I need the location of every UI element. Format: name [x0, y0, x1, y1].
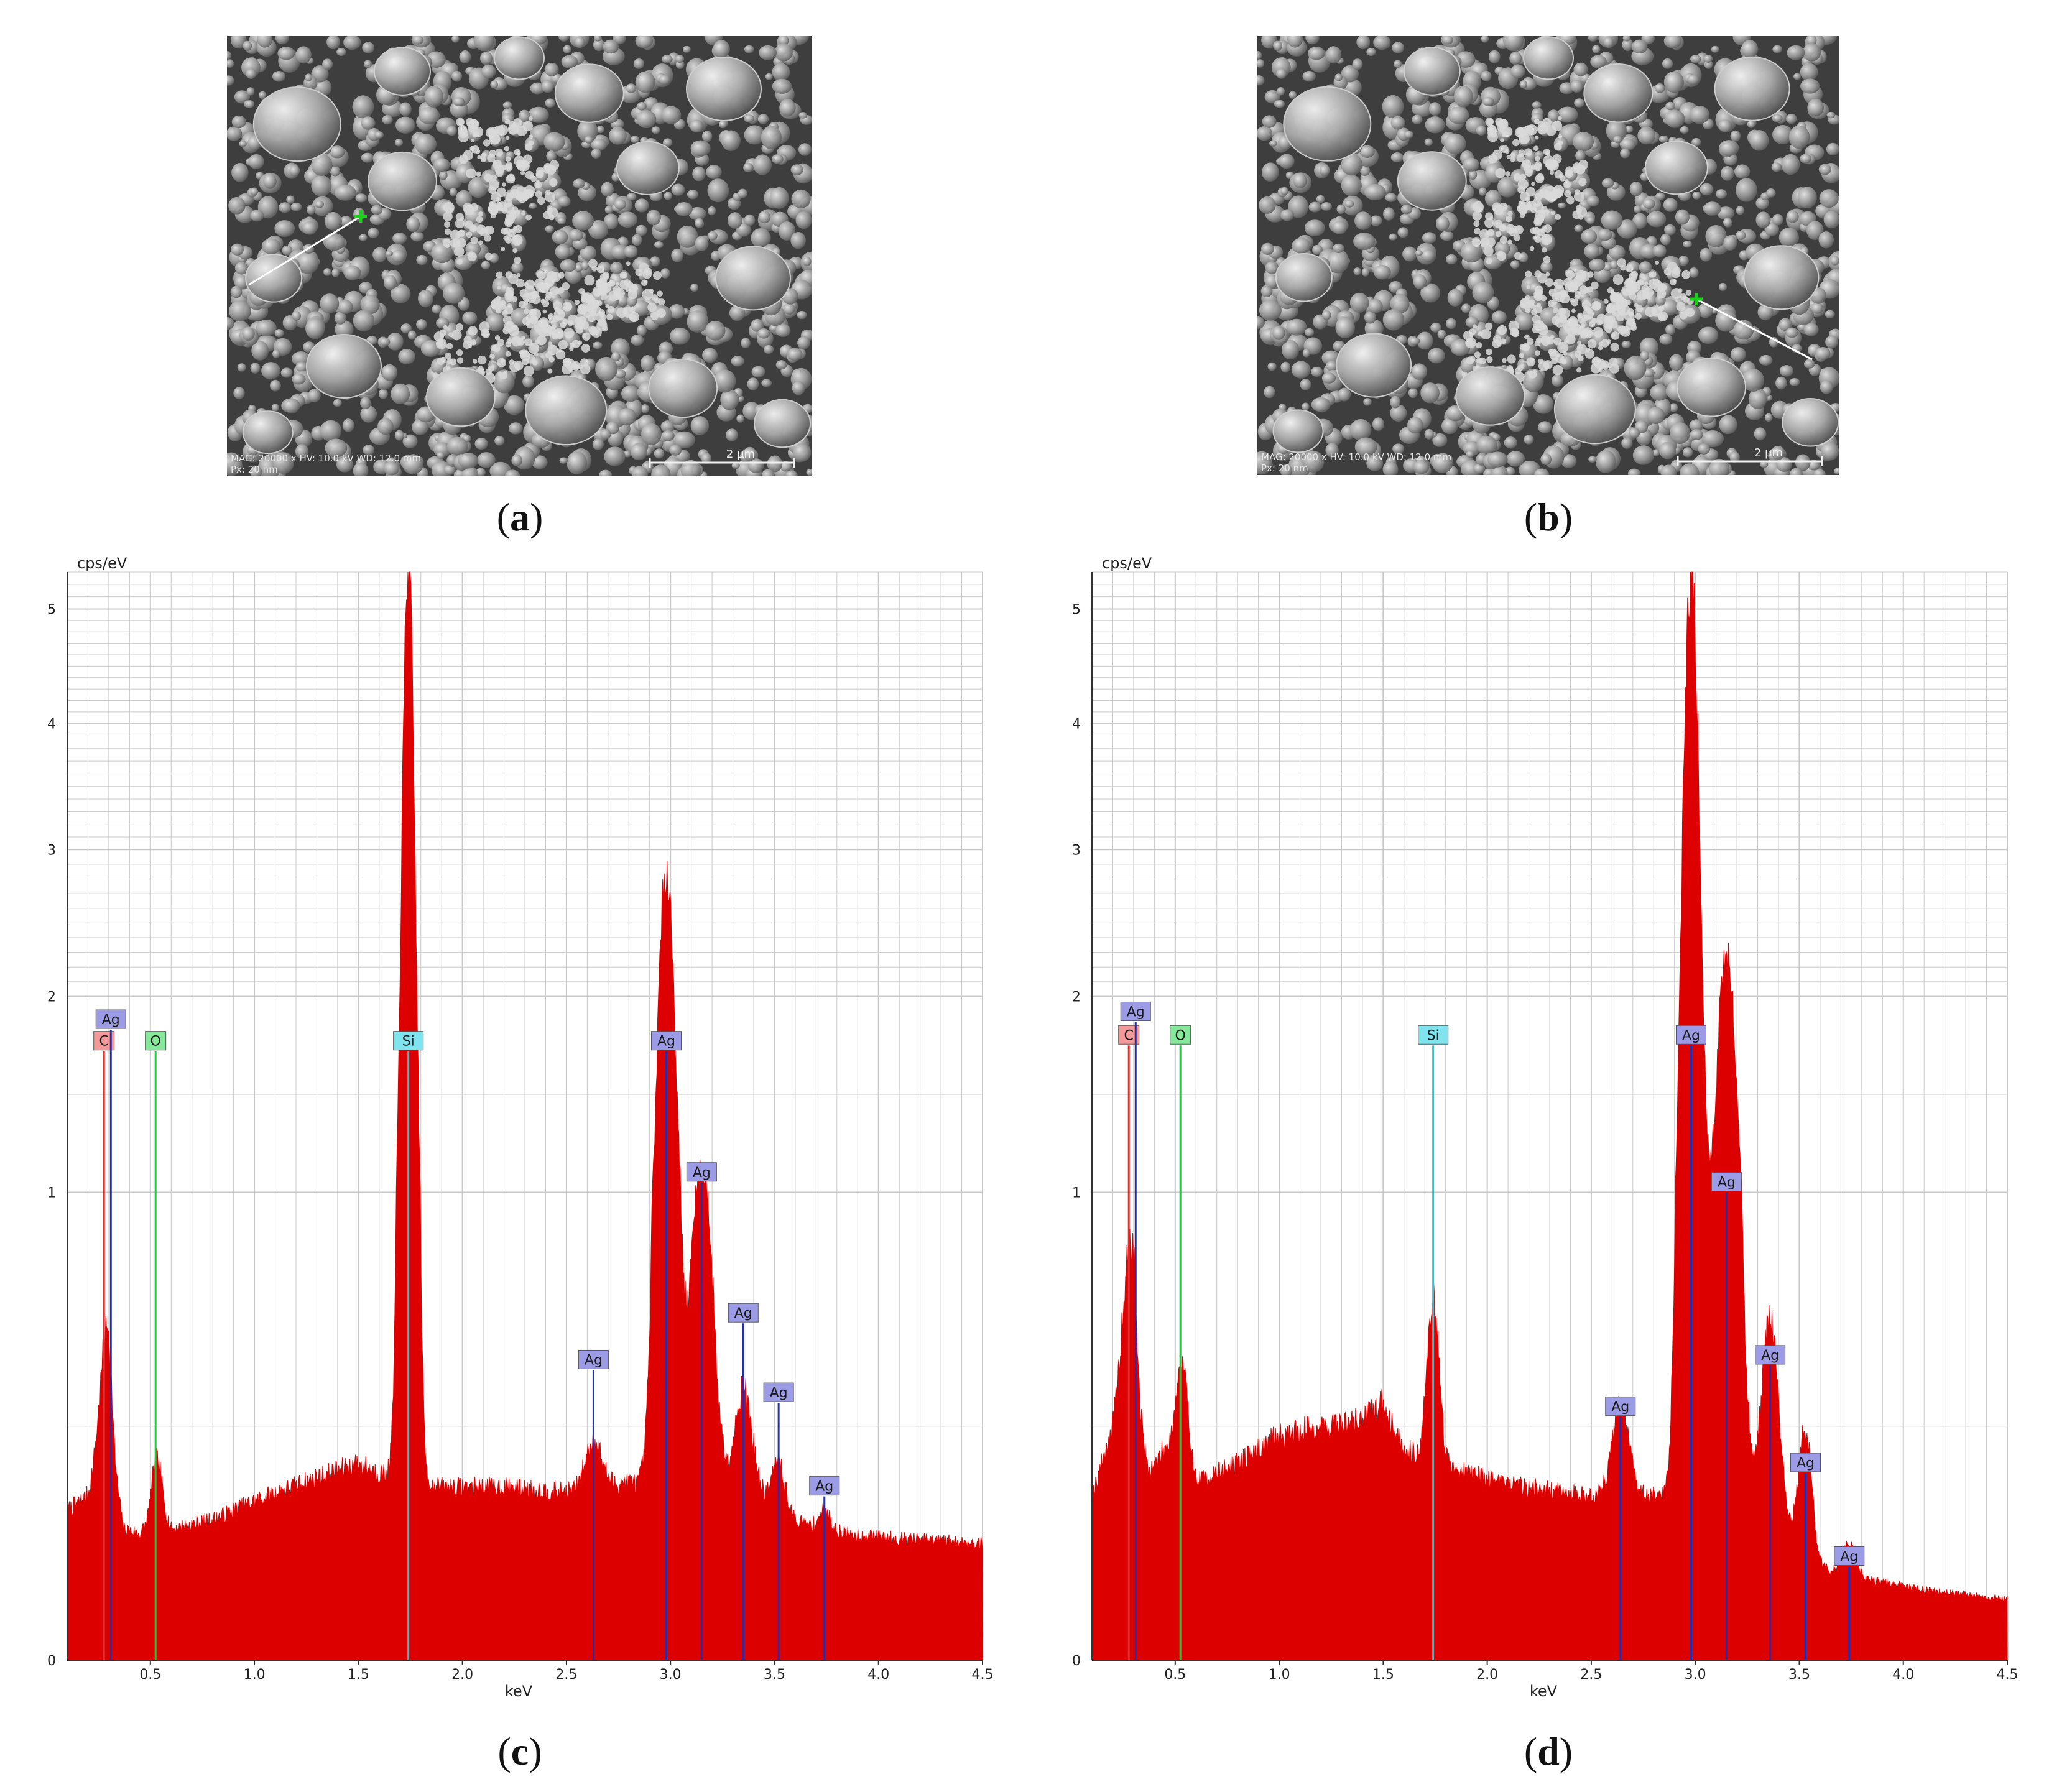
element-label-o: O — [1175, 1028, 1186, 1043]
sem-analysis-point-marker — [1690, 293, 1703, 305]
sem-info-line2: Px: 20 nm — [1261, 463, 1308, 474]
element-label-box-ag — [763, 1382, 794, 1402]
x-tick-label: 3.0 — [660, 1667, 682, 1683]
element-label-box-ag — [728, 1303, 759, 1323]
element-label-box-o — [1170, 1025, 1191, 1045]
sem-pointer-arrow — [1696, 298, 1813, 361]
x-tick-label: 0.5 — [1164, 1667, 1186, 1683]
sem-scale-bar-label: 2 µm — [1754, 446, 1783, 460]
element-label-ag: Ag — [585, 1352, 603, 1368]
element-label-box-ag — [650, 1031, 682, 1051]
element-label-box-ag — [95, 1009, 126, 1029]
element-label-ag: Ag — [1127, 1004, 1145, 1020]
y-tick-label: 0 — [1072, 1653, 1081, 1669]
sem-agglomerate — [1461, 116, 1695, 384]
element-label-ag: Ag — [657, 1034, 675, 1050]
panel-label-d: (d) — [1524, 1729, 1573, 1773]
y-tick-label: 3 — [47, 843, 56, 858]
sem-agglomerate — [432, 116, 666, 384]
element-label-ag: Ag — [1718, 1175, 1736, 1191]
x-tick-label: 4.0 — [867, 1667, 889, 1683]
element-label-box-ag — [1605, 1397, 1636, 1416]
sem-image-b: MAG: 20000 x HV: 10.0 kV WD: 12.0 mm Px: … — [1257, 36, 1839, 475]
y-axis-label: cps/eV — [77, 555, 127, 572]
x-tick-label: 2.0 — [1476, 1667, 1498, 1683]
y-tick-label: 3 — [1072, 843, 1081, 858]
sem-micrograph-a: MAG: 20000 x HV: 10.0 kV WD: 12.0 mmPx: … — [227, 36, 812, 476]
element-label-box-ag — [1675, 1025, 1706, 1045]
x-tick-label: 3.0 — [1685, 1667, 1706, 1683]
element-label-box-ag — [686, 1162, 717, 1182]
panel-label-b: (b) — [1524, 495, 1573, 539]
element-label-ag: Ag — [770, 1385, 788, 1401]
element-label-box-ag — [1711, 1172, 1742, 1191]
x-tick-label: 4.5 — [972, 1667, 994, 1683]
element-label-ag: Ag — [102, 1012, 120, 1028]
y-tick-label: 1 — [1072, 1186, 1081, 1201]
y-tick-label: 5 — [1072, 603, 1081, 618]
sem-large-crystals — [1272, 36, 1839, 453]
element-label-ag: Ag — [1797, 1456, 1815, 1471]
spectrum-chart-c: 0.5 1.0 1.5 2.0 2.5 3.0 3.5 4.0 4.5 0 1 2 3 4 5 cps/eV k… — [47, 555, 994, 1700]
sem-large-crystals — [242, 36, 811, 455]
sem-pointer-arrow — [248, 215, 361, 286]
element-label-ag: Ag — [734, 1306, 752, 1321]
element-label-ag: Ag — [815, 1479, 833, 1495]
element-label-ag: Ag — [1840, 1550, 1858, 1565]
sem-micrograph-b: MAG: 20000 x HV: 10.0 kV WD: 12.0 mmPx: … — [1257, 36, 1839, 475]
x-tick-label: 1.5 — [1372, 1667, 1394, 1683]
panel-label-c: (c) — [497, 1729, 542, 1773]
panel-label-a: (a) — [496, 495, 543, 539]
element-label-si: Si — [1427, 1028, 1440, 1043]
x-tick-label: 2.0 — [451, 1667, 473, 1683]
sem-image-a: MAG: 20000 x HV: 10.0 kV WD: 12.0 mm Px: … — [227, 36, 812, 476]
eds-spectrum-c: 0.5 1.0 1.5 2.0 2.5 3.0 3.5 4.0 4.5 0 1 2 3 4 5 cps/eV k… — [0, 547, 1007, 1722]
element-label-box-si — [393, 1031, 424, 1051]
element-label-si: Si — [402, 1034, 415, 1050]
x-tick-label: 1.0 — [244, 1667, 266, 1683]
x-tick-label: 2.5 — [1580, 1667, 1602, 1683]
element-label-box-ag — [809, 1476, 840, 1496]
x-tick-label: 2.5 — [555, 1667, 577, 1683]
x-tick-label: 0.5 — [139, 1667, 161, 1683]
y-axis-label: cps/eV — [1102, 555, 1152, 572]
x-tick-label: 1.0 — [1269, 1667, 1290, 1683]
element-label-o: O — [150, 1034, 161, 1050]
x-tick-label: 4.0 — [1892, 1667, 1914, 1683]
sem-info-line1: MAG: 20000 x HV: 10.0 kV WD: 12.0 mm — [1261, 451, 1451, 463]
element-label-box-ag — [1755, 1345, 1786, 1365]
element-label-box-o — [145, 1031, 167, 1051]
element-label-c: C — [99, 1034, 109, 1050]
x-axis-label: keV — [505, 1683, 533, 1700]
y-tick-label: 2 — [1072, 990, 1081, 1005]
y-tick-label: 4 — [1072, 716, 1081, 732]
spectrum-area — [67, 571, 983, 1661]
sem-scale-bar-label: 2 µm — [726, 448, 755, 461]
x-tick-label: 1.5 — [348, 1667, 369, 1683]
eds-spectrum-d: 0.5 1.0 1.5 2.0 2.5 3.0 3.5 4.0 4.5 0 1 2 3 4 5 cps/eV k… — [1032, 547, 2049, 1722]
y-tick-label: 1 — [47, 1186, 56, 1201]
element-label-box-ag — [1120, 1001, 1151, 1021]
element-label-c: C — [1124, 1028, 1134, 1043]
sem-info-line2: Px: 20 nm — [231, 464, 278, 475]
element-label-ag: Ag — [1611, 1400, 1629, 1415]
element-label-box-si — [1418, 1025, 1449, 1045]
y-tick-label: 4 — [47, 716, 56, 732]
element-label-ag: Ag — [1761, 1348, 1779, 1364]
x-axis-label: keV — [1530, 1683, 1558, 1700]
y-tick-label: 0 — [47, 1653, 56, 1669]
element-label-box-ag — [578, 1349, 609, 1369]
x-tick-label: 3.5 — [1788, 1667, 1810, 1683]
element-label-ag: Ag — [693, 1165, 711, 1181]
x-tick-label: 4.5 — [1997, 1667, 2019, 1683]
element-label-box-ag — [1790, 1453, 1821, 1472]
element-label-ag: Ag — [1682, 1028, 1700, 1043]
x-tick-label: 3.5 — [764, 1667, 785, 1683]
sem-info-line1: MAG: 20000 x HV: 10.0 kV WD: 12.0 mm — [231, 453, 421, 464]
spectrum-chart-d: 0.5 1.0 1.5 2.0 2.5 3.0 3.5 4.0 4.5 0 1 2 3 4 5 cps/eV k… — [1072, 555, 2019, 1700]
y-tick-label: 5 — [47, 603, 56, 618]
y-tick-label: 2 — [47, 990, 56, 1005]
element-label-box-ag — [1834, 1546, 1865, 1566]
sem-analysis-point-marker — [354, 210, 367, 223]
